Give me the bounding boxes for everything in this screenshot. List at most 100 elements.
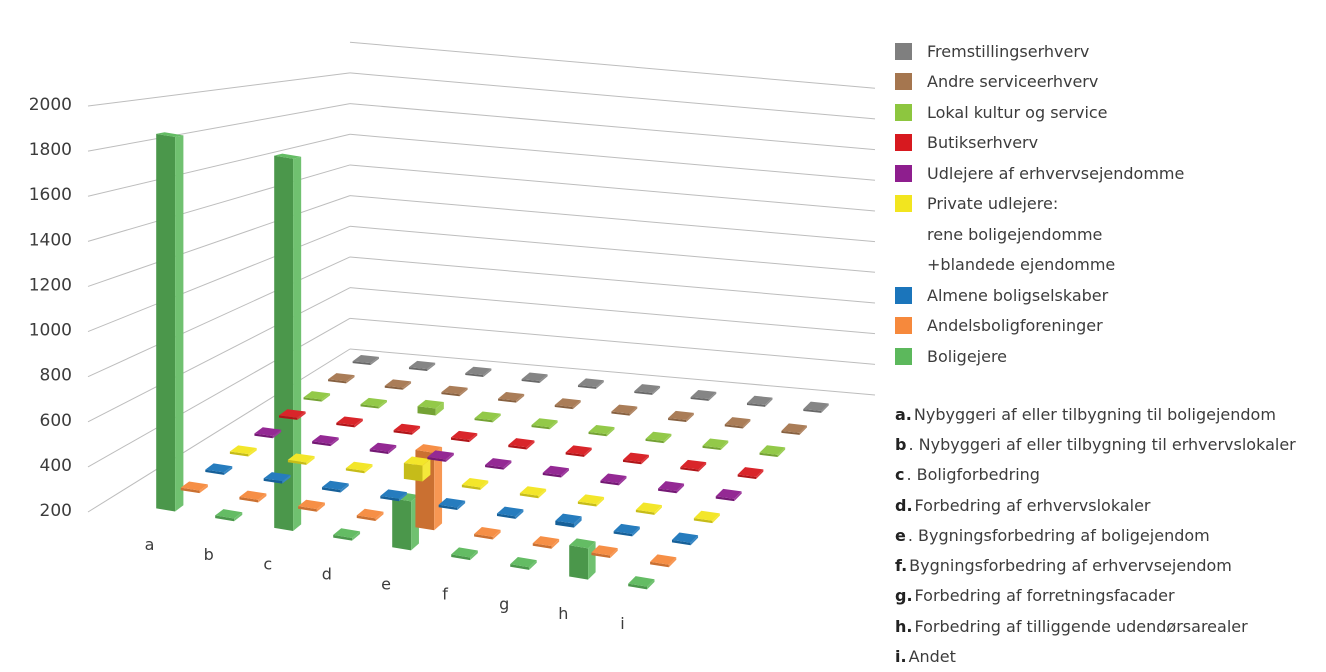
bar-top-face (287, 453, 315, 463)
y-tick-label: 2000 (29, 95, 72, 115)
bar (229, 445, 257, 457)
gridline (349, 287, 876, 335)
bar (369, 442, 397, 454)
bar-front-face (408, 367, 427, 371)
category-key-item: e. Bygningsforbedring af boligejendom (895, 520, 1325, 550)
bar (180, 481, 208, 494)
legend-item: Butikserhverv (895, 128, 1320, 159)
category-key: a. Nybyggeri af eller tilbygning til bol… (895, 399, 1325, 672)
bar-front-face (180, 487, 200, 494)
bar (521, 372, 548, 383)
bar-front-face (474, 418, 493, 423)
bar-side-face (316, 502, 325, 512)
bar (441, 385, 468, 397)
bar (565, 445, 592, 457)
y-axis-ticks: 2000 1800 1600 1400 1200 1000 800 600 400 200 (29, 95, 72, 521)
bar (485, 458, 512, 470)
bar-front-face (613, 531, 633, 537)
y-tick-label: 1800 (29, 140, 72, 160)
bar-front-face (671, 539, 691, 546)
x-tick-label: c (263, 555, 272, 574)
bar-side-face (492, 529, 501, 540)
bar-top-face (715, 488, 742, 499)
bar-side-face (777, 447, 786, 457)
x-tick-label: f (442, 584, 448, 603)
bar-side-face (606, 427, 615, 437)
bar-front-face (508, 444, 527, 450)
bar-side-face (223, 466, 233, 475)
bar-top-face (229, 445, 257, 455)
bar-top-face (345, 461, 373, 471)
y-tick-label: 1200 (29, 275, 72, 295)
category-key-letter: e (895, 525, 906, 545)
bar-front-face (380, 495, 399, 502)
gridline (87, 225, 351, 333)
bar-front-face (645, 438, 664, 444)
bar-side-face (459, 387, 468, 397)
bar-top-face (803, 401, 829, 411)
bar-top-face (352, 355, 379, 364)
bar (156, 132, 184, 512)
bar (465, 366, 492, 377)
bar-top-face (328, 373, 355, 382)
y-tick-label: 1000 (29, 321, 72, 341)
bar (554, 398, 581, 410)
bar-side-face (340, 483, 349, 493)
bar-front-face (658, 488, 677, 494)
category-key-text: . Nybyggeri af eller tilbygning til erhv… (908, 434, 1296, 454)
bar (393, 423, 421, 435)
gridline (349, 164, 876, 212)
bar (622, 452, 649, 465)
bar-top-face (521, 372, 548, 382)
bar-top-face (628, 576, 655, 587)
bar (542, 465, 569, 478)
bar-side-face (470, 550, 478, 561)
bar-side-face (434, 446, 443, 531)
legend-label: Butikserhverv (927, 133, 1039, 153)
bar (724, 417, 751, 429)
x-tick-label: b (204, 545, 214, 564)
bar-front-face (451, 554, 471, 561)
bar-top-face (702, 438, 729, 448)
bar-front-face (384, 385, 403, 390)
bar-top-face (474, 527, 501, 537)
bar-front-face (205, 469, 224, 475)
bar-side-face (764, 397, 773, 407)
bar (635, 502, 662, 515)
bar-front-face (519, 493, 539, 499)
bar-side-face (551, 539, 560, 549)
bar (600, 473, 627, 486)
bar-side-face (352, 531, 361, 541)
bar-top-face (569, 538, 596, 549)
x-tick-label: i (620, 614, 624, 633)
bar (555, 513, 582, 528)
bar-top-face (485, 458, 512, 468)
bar-front-face (628, 583, 648, 590)
y-tick-label: 400 (40, 456, 72, 476)
bar-front-face (600, 480, 619, 486)
bar-front-face (229, 451, 249, 457)
bar-top-face (635, 502, 662, 513)
legend: Fremstillingserhverv Andre serviceerhver… (895, 36, 1320, 372)
bar-side-face (321, 393, 331, 402)
bar-top-face (356, 508, 384, 519)
bar-top-face (508, 438, 535, 448)
category-key-item: a. Nybyggeri af eller tilbygning til bol… (895, 399, 1325, 429)
legend-label: Andre serviceerhverv (927, 72, 1099, 92)
bar (628, 576, 655, 590)
y-tick-label: 800 (40, 366, 72, 386)
bar-front-face (156, 133, 176, 512)
bar-top-face (693, 510, 720, 521)
legend-label: Andelsboligforeninger (927, 316, 1103, 336)
bar-top-face (759, 445, 786, 455)
bar-side-face (330, 437, 339, 447)
bar (577, 494, 605, 507)
bar-top-face (634, 384, 661, 394)
bar-front-face (635, 509, 655, 515)
legend-label: Fremstillingserhverv (927, 41, 1090, 61)
bar-top-face (156, 132, 184, 137)
gridline (87, 348, 351, 513)
bar-front-face (622, 459, 642, 465)
x-tick-label: d (322, 565, 332, 584)
bar (759, 445, 786, 457)
